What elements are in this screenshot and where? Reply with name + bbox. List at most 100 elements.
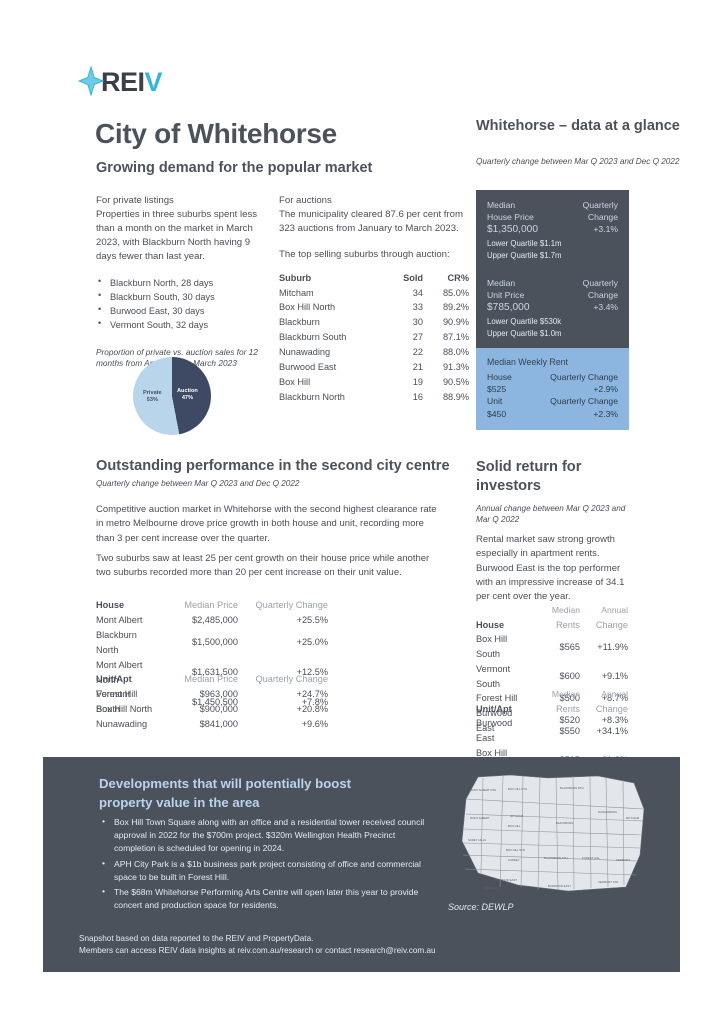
cell-rent: $600 bbox=[559, 671, 580, 682]
logo-text-suffix: V bbox=[144, 67, 163, 97]
cell-suburb: Blackburn bbox=[279, 317, 320, 328]
cell-price: $1,450,500 bbox=[192, 696, 238, 707]
unit-change-label-line1: Quarterly bbox=[582, 278, 618, 288]
cell-cr: 90.9% bbox=[442, 317, 469, 328]
cell-change: +34.1% bbox=[596, 725, 628, 736]
table-row: Blackburn North 16 88.9% bbox=[279, 390, 469, 405]
svg-text:MITCHAM: MITCHAM bbox=[626, 816, 640, 820]
rent-house-change-label: Quarterly Change bbox=[550, 372, 618, 382]
rent-house-value: $525 bbox=[487, 384, 507, 395]
cell-suburb: Nunawading bbox=[279, 347, 331, 358]
developments-list: Box Hill Town Square along with an offic… bbox=[99, 815, 439, 915]
column-header-unit: Unit/Apt bbox=[476, 703, 512, 714]
rent-unit-label: Unit bbox=[487, 396, 503, 407]
svg-text:BOX HILL NTH: BOX HILL NTH bbox=[508, 787, 527, 791]
investors-subtitle: Annual change between Mar Q 2023 and Mar… bbox=[476, 504, 626, 525]
cell-suburb: Nunawading bbox=[96, 718, 148, 729]
table-row: Forest Hill $963,000 +24.7% bbox=[96, 687, 328, 702]
table-row: Blackburn North $1,500,000 +25.0% bbox=[96, 628, 328, 658]
table-row: Forest Hill $500 +8.7% bbox=[476, 691, 628, 706]
table-row: Box Hill North 33 89.2% bbox=[279, 300, 469, 315]
table-row: Box Hill South $565 +11.9% bbox=[476, 632, 628, 661]
cell-suburb: Forest Hill bbox=[96, 688, 138, 699]
table-row: Blackburn 30 90.9% bbox=[279, 315, 469, 330]
unit-change-label-line2: Change bbox=[587, 290, 618, 301]
cell-change: +24.7% bbox=[296, 688, 328, 699]
house-median-price-value: $1,350,000 bbox=[487, 224, 538, 236]
house-upper-quartile: Upper Quartile $1.7m bbox=[487, 250, 562, 260]
svg-text:MITCHAM: MITCHAM bbox=[510, 814, 524, 818]
table-header-row: House Median Price Quarterly Change bbox=[96, 598, 328, 613]
median-unit-price-panel: Median Quarterly Unit Price Change $785,… bbox=[476, 268, 629, 350]
days-on-market-list: Blackburn North, 28 days Blackburn South… bbox=[96, 275, 266, 333]
house-price-label-line2: House Price bbox=[487, 212, 534, 223]
superheader-annual: Annual bbox=[601, 689, 628, 699]
footer-note-line1: Snapshot based on data reported to the R… bbox=[79, 934, 314, 943]
map-source-caption: Source: DEWLP bbox=[448, 902, 514, 912]
glance-subtitle: Quarterly change between Mar Q 2023 and … bbox=[476, 157, 680, 166]
cell-rent: $520 bbox=[559, 715, 580, 726]
cell-sold: 16 bbox=[412, 391, 423, 402]
rent-unit-change-label: Quarterly Change bbox=[550, 396, 618, 407]
house-median-price-table: House Median Price Quarterly Change Mont… bbox=[96, 598, 328, 717]
table-row: Burwood East $520 +8.3% bbox=[476, 706, 628, 735]
list-item: APH City Park is a $1b business park pro… bbox=[99, 857, 439, 884]
column-header-rents: Rents bbox=[555, 703, 580, 714]
cell-suburb: Box Hill bbox=[279, 376, 311, 387]
list-item: Burwood East, 30 days bbox=[96, 303, 266, 318]
house-change-label-line2: Change bbox=[587, 212, 618, 223]
column-header-rents: Rents bbox=[555, 619, 580, 630]
cell-sold: 22 bbox=[412, 347, 423, 358]
private-vs-auction-pie-chart: Auction 47% Private 53% bbox=[133, 357, 211, 435]
cell-change: +11.9% bbox=[597, 641, 628, 652]
cell-suburb: Box Hill South bbox=[476, 634, 508, 660]
cell-rent: $565 bbox=[559, 641, 580, 652]
developments-footer: Developments that will potentially boost… bbox=[43, 757, 680, 972]
footer-note-line2: Members can access REIV data insights at… bbox=[79, 946, 436, 956]
investors-paragraph: Rental market saw strong growth especial… bbox=[476, 534, 625, 602]
table-row: Box Hill North $900,000 +20.8% bbox=[96, 702, 328, 717]
superheader-median: Median bbox=[551, 605, 580, 615]
median-house-price-panel: Median Quarterly House Price Change $1,3… bbox=[476, 190, 629, 272]
svg-text:NUNAWADING: NUNAWADING bbox=[598, 810, 617, 814]
cell-price: $1,500,000 bbox=[192, 637, 238, 648]
svg-text:FOREST HILL: FOREST HILL bbox=[582, 856, 600, 860]
svg-text:BLACKBURN STH: BLACKBURN STH bbox=[544, 856, 567, 860]
page-title: City of Whitehorse bbox=[95, 118, 337, 149]
table-row: Blackburn South 27 87.1% bbox=[279, 330, 469, 345]
cell-sold: 27 bbox=[412, 332, 423, 343]
cell-change: +8.7% bbox=[601, 693, 628, 704]
table-superheader-row: Median Annual bbox=[476, 604, 628, 618]
cell-change: +8.3% bbox=[601, 715, 628, 726]
svg-text:VERMONT: VERMONT bbox=[616, 858, 630, 862]
table-row: Burwood East $550 +34.1% bbox=[476, 716, 628, 745]
unit-upper-quartile: Upper Quartile $1.0m bbox=[487, 328, 562, 338]
cell-rent: $550 bbox=[559, 725, 580, 736]
house-change-label-line1: Quarterly bbox=[582, 200, 618, 210]
table-row: Mont Albert $2,485,000 +25.5% bbox=[96, 613, 328, 628]
cell-change: +12.5% bbox=[296, 667, 328, 678]
house-quarterly-change-value: +3.1% bbox=[593, 224, 618, 235]
superheader-blank bbox=[476, 604, 532, 618]
cell-suburb: Blackburn North bbox=[279, 391, 345, 402]
performance-paragraph-2: Two suburbs saw at least 25 per cent gro… bbox=[96, 553, 430, 579]
private-listings-heading: For private listings bbox=[96, 195, 174, 206]
cell-cr: 90.5% bbox=[442, 376, 469, 387]
pie-label-auction-value: 47% bbox=[181, 395, 194, 402]
cell-suburb: Mont Albert bbox=[96, 614, 143, 625]
table-row: Nunawading $841,000 +9.6% bbox=[96, 717, 328, 732]
cell-sold: 34 bbox=[412, 287, 423, 298]
cell-suburb: Mitcham bbox=[279, 287, 314, 298]
svg-text:BOX HILL: BOX HILL bbox=[508, 824, 521, 828]
cell-suburb: Burwood East bbox=[476, 718, 513, 744]
cell-change: +20.8% bbox=[296, 703, 328, 714]
table-row: Vermont South $600 +9.1% bbox=[476, 662, 628, 691]
superheader-median: Median bbox=[551, 689, 580, 699]
svg-text:BLACKBURN: BLACKBURN bbox=[556, 821, 573, 825]
cell-suburb: Burwood East bbox=[279, 362, 337, 373]
performance-title: Outstanding performance in the second ci… bbox=[96, 458, 450, 474]
pie-label-auction: Auction 47% bbox=[177, 388, 198, 403]
svg-text:VERMONT STH: VERMONT STH bbox=[598, 880, 618, 884]
cell-sold: 19 bbox=[412, 376, 423, 387]
